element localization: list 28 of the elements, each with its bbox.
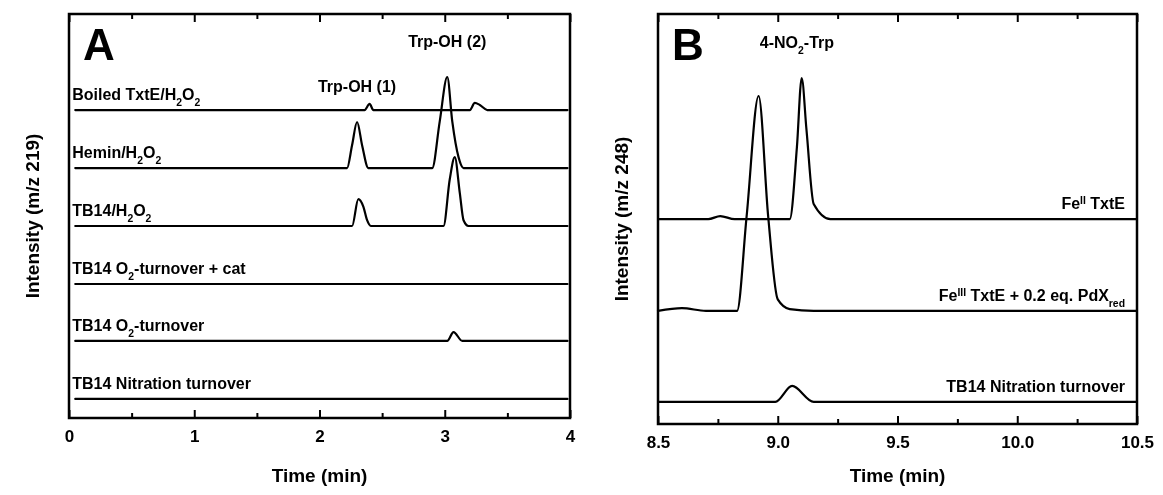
x-tick-label: 8.5 (646, 433, 671, 453)
x-tick-label: 1 (190, 427, 200, 447)
x-tick-label: 10.5 (1120, 433, 1155, 453)
series-label: TB14 O$_{2}$-turnover + cat (72, 259, 247, 282)
x-tick-label: 3 (440, 427, 450, 447)
series-label: Hemin/H$_{2}$O$_{2}$ (72, 144, 162, 166)
x-tick-label: 10.0 (1001, 433, 1035, 453)
series-label: TB14/H$_{2}$O$_{2}$ (72, 202, 152, 224)
series-label: TB14 Nitration turnover (946, 377, 1125, 395)
series-label: TB14 Nitration turnover (72, 374, 251, 392)
x-tick-label: 2 (315, 427, 325, 447)
chart-title: B (672, 20, 704, 69)
annotation: Trp-OH (2) (408, 33, 487, 50)
x-tick-label: 4 (565, 427, 576, 447)
x-axis-title: Time (min) (849, 465, 946, 486)
x-axis-title: Time (min) (271, 465, 368, 486)
series-label: Fe$^{III}$ TxtE + 0.2 eq. PdX$_{red}$ (938, 286, 1125, 309)
y-axis-title: Intensity (m/z 219) (22, 133, 43, 299)
series-label: Boiled TxtE/H$_{2}$O$_{2}$ (72, 86, 201, 108)
chart-title: A (83, 20, 115, 69)
x-tick-label: 9.5 (886, 433, 910, 453)
x-tick-label: 0 (64, 427, 75, 447)
y-axis-title: Intensity (m/z 248) (611, 136, 632, 302)
annotation: Trp-OH (1) (317, 78, 397, 96)
series-label: TB14 O$_{2}$-turnover (72, 316, 205, 339)
annotation: 4-NO$_{2}$-Trp (759, 34, 835, 56)
x-tick-label: 9.0 (766, 433, 791, 453)
series-label: Fe$^{II}$ TxtE (1061, 194, 1126, 213)
